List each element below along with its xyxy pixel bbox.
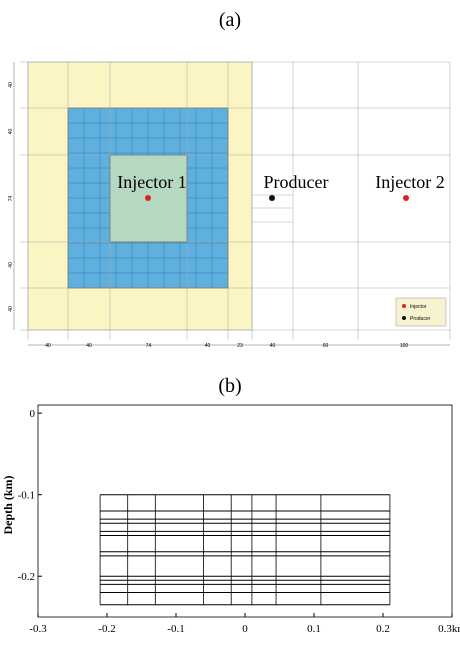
dimension-label: 40	[270, 343, 276, 349]
y-axis-label: Depth (km)	[1, 475, 15, 534]
dimension-label: 40	[8, 262, 14, 268]
dimension-label: 40	[45, 343, 51, 349]
well-label: Injector 1	[117, 172, 186, 192]
dimension-label: 40	[8, 306, 14, 312]
dimension-label: 40	[8, 129, 14, 135]
well-label: Producer	[264, 172, 329, 192]
x-tick-label: 0.3km	[438, 623, 460, 635]
x-tick-label: 0.1	[307, 623, 321, 635]
dimension-label: 40	[205, 343, 211, 349]
dimension-label: 60	[323, 343, 329, 349]
legend-entry: Injector	[410, 304, 427, 310]
legend	[395, 297, 447, 327]
x-tick-label: 0	[242, 623, 248, 635]
map: Injector 1 Producer Injector 2 Injector …	[13, 61, 451, 346]
y-tick-label: 0	[30, 408, 36, 420]
dimension-label: 40	[8, 82, 14, 88]
dimension-label: 40	[86, 343, 92, 349]
x-tick-label: -0.3	[29, 623, 47, 635]
dimension-label: 74	[8, 196, 14, 202]
x-tick-label: -0.2	[98, 623, 115, 635]
injector-well	[403, 195, 409, 201]
x-tick-label: -0.1	[167, 623, 184, 635]
x-tick-label: 0.2	[376, 623, 390, 635]
panel-label: (b)	[218, 375, 241, 397]
y-tick-label: -0.1	[18, 490, 35, 502]
injector-well	[145, 195, 151, 201]
well-label: Injector 2	[375, 172, 444, 192]
dimension-label: 74	[146, 343, 152, 349]
producer-well	[269, 195, 275, 201]
dimension-label: 23	[237, 343, 243, 349]
panel-label: (a)	[219, 9, 241, 31]
y-tick-label: -0.2	[18, 571, 35, 583]
legend-entry: Producer	[410, 316, 431, 322]
dimension-label: 100	[400, 343, 409, 349]
